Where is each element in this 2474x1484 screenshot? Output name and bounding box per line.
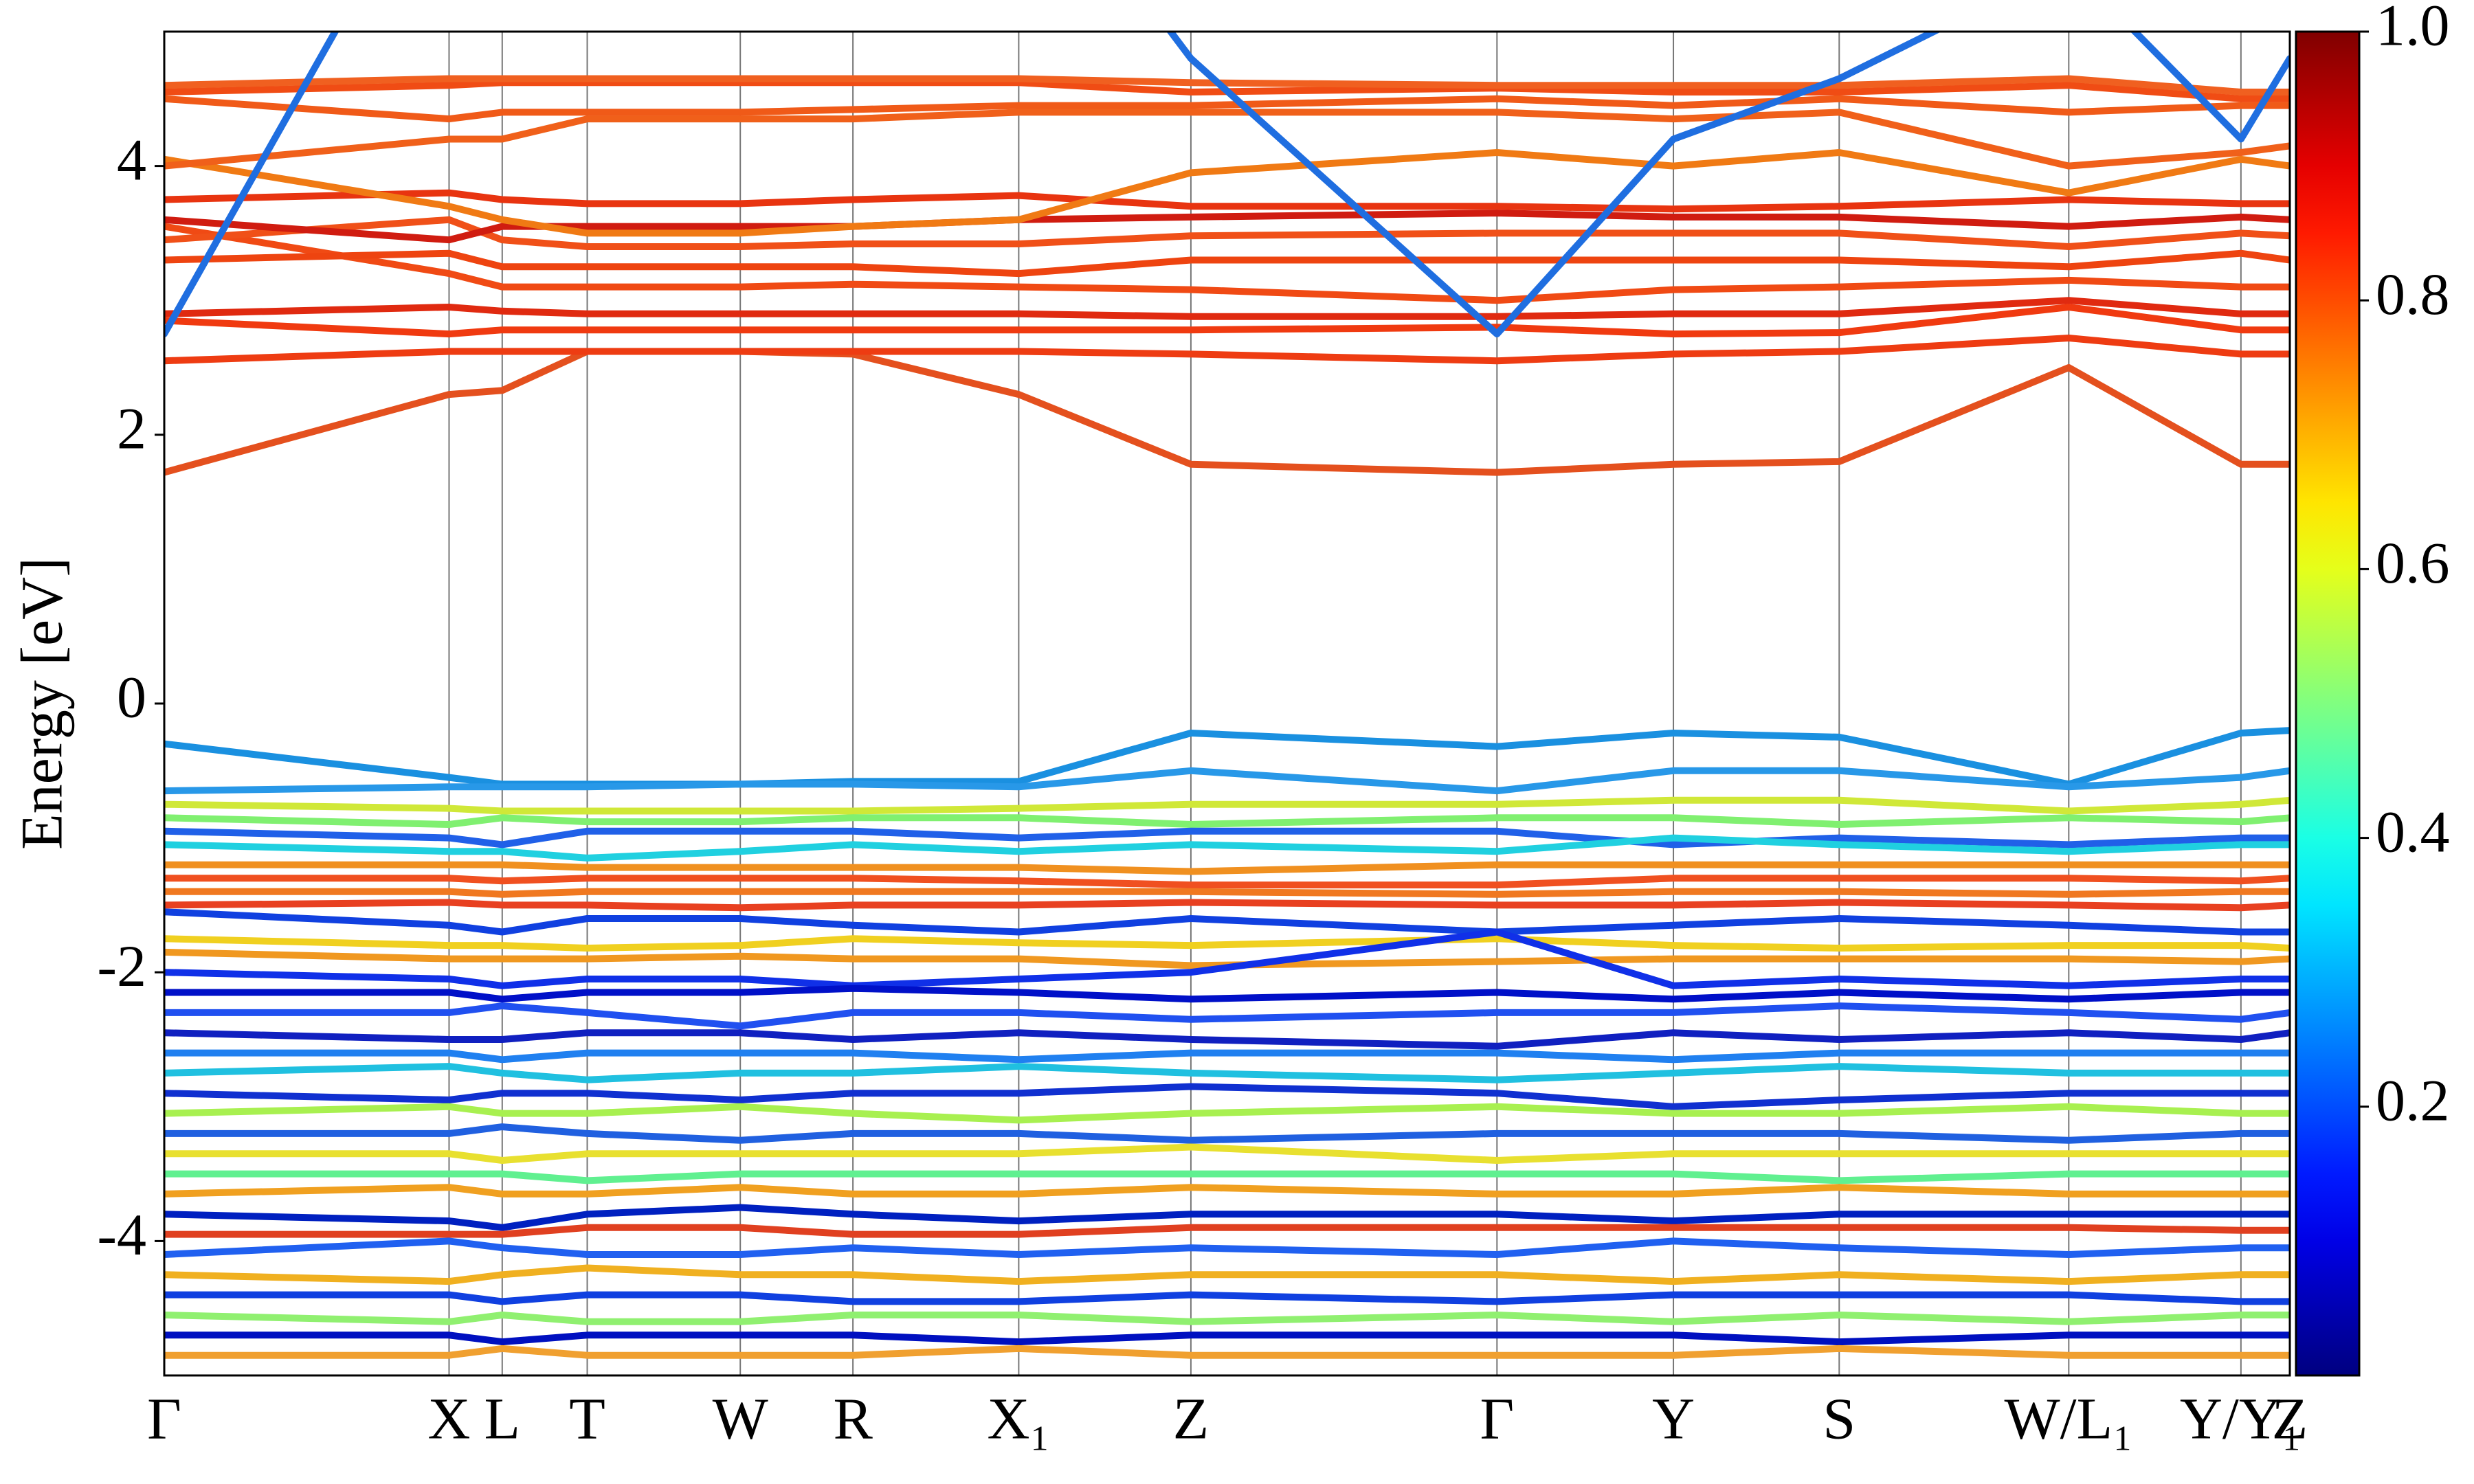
- band: [164, 796, 2290, 815]
- band: [164, 1237, 2290, 1258]
- band: [164, 1331, 2290, 1346]
- x-tick-label: W: [713, 1386, 768, 1452]
- band: [164, 1123, 2290, 1144]
- x-tick-label: Z: [1173, 1386, 1210, 1452]
- band: [164, 348, 2290, 476]
- band: [164, 899, 2290, 912]
- band: [164, 888, 2290, 898]
- y-tick-label: -4: [97, 1202, 146, 1268]
- y-tick-label: -2: [97, 933, 146, 999]
- band: [164, 109, 2290, 170]
- x-tick-label: Γ: [147, 1386, 181, 1452]
- x-tick-label: R: [833, 1386, 873, 1452]
- colorbar-tick-label: 0.8: [2376, 261, 2450, 327]
- band: [164, 935, 2290, 952]
- band: [164, 1184, 2290, 1198]
- band: [164, 1083, 2290, 1110]
- band: [164, 75, 2290, 95]
- band: [164, 95, 2290, 123]
- band: [164, 223, 2290, 304]
- y-tick-label: 0: [117, 664, 146, 730]
- y-tick-label: 4: [117, 126, 146, 192]
- band: [164, 827, 2290, 848]
- band: [164, 767, 2290, 795]
- band: [164, 1002, 2290, 1030]
- bands: [164, 32, 2290, 1359]
- x-tick-label: X₁: [987, 1386, 1050, 1452]
- x-tick-label: T: [569, 1386, 605, 1452]
- plot-frame: [163, 30, 2291, 1377]
- band: [164, 814, 2290, 828]
- band: [164, 1345, 2290, 1359]
- band: [164, 875, 2290, 889]
- colorbar-tick-label: 0.4: [2376, 798, 2450, 864]
- band: [164, 985, 2290, 1003]
- x-tick-label: S: [1823, 1386, 1855, 1452]
- band: [164, 1224, 2290, 1238]
- colorbar-tick-label: 1.0: [2376, 0, 2450, 58]
- band: [164, 1170, 2290, 1184]
- x-tick-label: X: [427, 1386, 470, 1452]
- band: [164, 834, 2290, 862]
- band: [164, 304, 2290, 338]
- band: [164, 1103, 2290, 1124]
- band: [164, 928, 2290, 989]
- band: [164, 210, 2290, 244]
- band: [164, 335, 2290, 365]
- band: [164, 1264, 2290, 1285]
- band: [164, 297, 2290, 320]
- x-tick-label: W/L₁: [2005, 1386, 2134, 1452]
- band: [164, 1049, 2290, 1064]
- band: [164, 1291, 2290, 1305]
- x-tick-label: Y: [1652, 1386, 1695, 1452]
- band: [164, 79, 2290, 102]
- band: [164, 216, 2290, 250]
- band: [164, 1312, 2290, 1325]
- x-tick-label: Z: [2272, 1386, 2308, 1452]
- band: [164, 1204, 2290, 1231]
- band: [164, 1143, 2290, 1164]
- y-axis-label: Energy [eV]: [9, 557, 75, 850]
- x-tick-label: Y/Y₁: [2180, 1386, 2302, 1452]
- x-tick-label: Γ: [1480, 1386, 1514, 1452]
- colorbar-tick-label: 0.6: [2376, 530, 2450, 596]
- band: [164, 1029, 2290, 1050]
- x-tick-label: L: [484, 1386, 521, 1452]
- band: [164, 908, 2290, 936]
- colorbar: [2295, 30, 2361, 1377]
- band: [164, 1063, 2290, 1083]
- band: [164, 249, 2290, 278]
- y-tick-label: 2: [117, 396, 146, 462]
- band: [164, 189, 2290, 213]
- band: [164, 149, 2290, 237]
- colorbar-tick-label: 0.2: [2376, 1068, 2450, 1134]
- band: [164, 948, 2290, 969]
- band: [164, 861, 2290, 875]
